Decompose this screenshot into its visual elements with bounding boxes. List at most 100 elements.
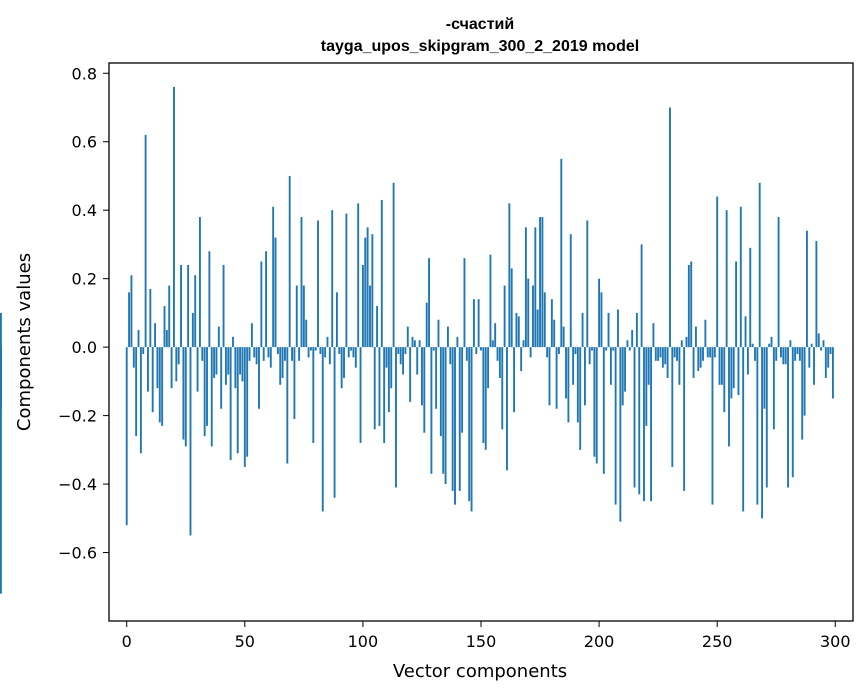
bar <box>392 182 395 348</box>
bar <box>206 347 208 426</box>
bar <box>241 347 244 382</box>
bar <box>293 347 296 420</box>
bar <box>650 347 652 502</box>
bar <box>562 326 565 348</box>
bar <box>161 347 164 426</box>
bar <box>824 347 827 378</box>
bar <box>418 340 421 348</box>
bar <box>827 347 830 368</box>
bar <box>373 347 376 430</box>
bar <box>177 347 180 365</box>
bar <box>340 347 343 389</box>
bar <box>517 316 520 348</box>
bar <box>763 347 766 409</box>
bar <box>0 347 2 382</box>
bar <box>659 347 662 358</box>
bar <box>588 347 591 365</box>
bar <box>421 347 423 406</box>
bar <box>534 227 537 348</box>
bar <box>132 347 135 368</box>
bar <box>732 347 735 389</box>
y-tick-label: −0.6 <box>58 544 97 563</box>
bar <box>350 347 353 351</box>
bar <box>196 347 199 392</box>
bar <box>683 347 686 491</box>
bar <box>640 244 643 348</box>
y-tick-label: 0.8 <box>72 64 97 83</box>
bar <box>446 326 449 348</box>
bar <box>321 347 324 512</box>
bar <box>796 347 799 354</box>
bar <box>319 347 322 354</box>
bar <box>258 347 260 409</box>
x-tick-label: 200 <box>584 632 615 651</box>
bar <box>822 340 825 348</box>
bar <box>217 326 220 348</box>
bar <box>246 347 249 457</box>
bar <box>243 347 246 467</box>
bar <box>815 241 818 348</box>
bar <box>210 347 213 447</box>
bar <box>208 251 211 348</box>
bar <box>524 227 527 348</box>
bar <box>274 237 277 348</box>
bar <box>331 210 334 348</box>
bar <box>312 347 315 443</box>
bar <box>333 347 336 498</box>
bar <box>378 347 381 426</box>
bar <box>765 347 768 488</box>
bar <box>720 347 723 385</box>
bar <box>234 347 237 389</box>
bar <box>288 175 291 348</box>
bar <box>165 330 168 348</box>
bar <box>593 347 596 457</box>
bar <box>465 347 468 361</box>
bar <box>607 312 610 348</box>
bar <box>182 347 185 440</box>
bar <box>154 323 156 348</box>
bar <box>539 217 541 348</box>
x-axis-label: Vector components <box>393 661 567 682</box>
bar <box>267 347 270 358</box>
bar <box>328 347 331 365</box>
bar <box>777 217 780 348</box>
bar <box>501 347 504 430</box>
bar <box>248 347 251 361</box>
bar <box>170 347 173 389</box>
bar <box>680 340 683 348</box>
bar <box>758 182 761 348</box>
bar <box>144 134 147 348</box>
bar <box>598 278 601 348</box>
bar <box>383 347 386 443</box>
bar <box>536 309 539 348</box>
bar <box>633 347 636 488</box>
bar <box>250 323 253 348</box>
bar <box>387 347 390 413</box>
bar <box>645 347 648 426</box>
bar <box>626 340 629 348</box>
bar <box>281 347 284 378</box>
bar <box>548 347 551 406</box>
bar <box>390 347 393 389</box>
y-tick-label: −0.4 <box>58 475 97 494</box>
bar <box>463 258 466 348</box>
bar <box>739 206 742 348</box>
bar <box>772 347 775 430</box>
bar <box>147 347 149 392</box>
bar <box>581 312 584 348</box>
bar <box>236 347 239 454</box>
bar <box>361 264 364 348</box>
x-axis-ticks: 0 50 100 150 200 250 300 <box>122 621 851 651</box>
bar <box>482 347 485 443</box>
bar <box>489 254 492 348</box>
bar <box>652 323 655 348</box>
bar <box>787 347 789 488</box>
bar <box>619 347 622 522</box>
bar <box>272 206 275 348</box>
bar <box>376 306 379 348</box>
bar <box>770 336 773 348</box>
bar <box>423 347 426 433</box>
bar <box>529 347 532 358</box>
bar <box>468 347 471 502</box>
